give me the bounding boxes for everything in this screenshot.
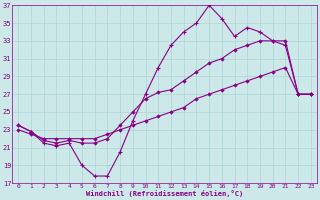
X-axis label: Windchill (Refroidissement éolien,°C): Windchill (Refroidissement éolien,°C)	[86, 190, 243, 197]
